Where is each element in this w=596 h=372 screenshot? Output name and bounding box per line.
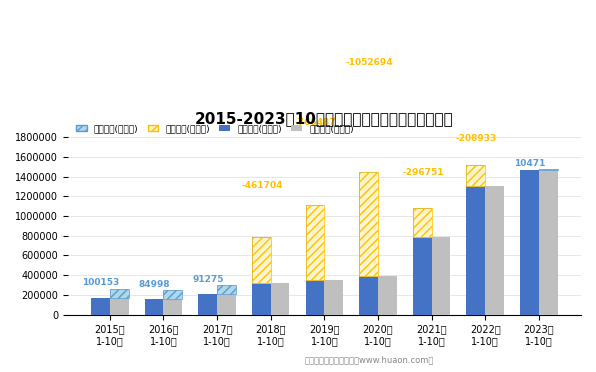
Bar	[271, 283, 290, 314]
Text: -766487: -766487	[294, 119, 336, 128]
Bar	[198, 294, 217, 314]
Text: 制图：华经产业研究院（www.huaon.com）: 制图：华经产业研究院（www.huaon.com）	[305, 356, 434, 365]
Text: 84998: 84998	[139, 280, 170, 289]
Bar	[252, 237, 271, 283]
Text: -461704: -461704	[241, 182, 283, 190]
Text: -208933: -208933	[456, 134, 497, 143]
Bar	[217, 285, 236, 314]
Bar	[217, 285, 236, 294]
Bar	[432, 237, 451, 314]
Bar	[413, 208, 432, 237]
Bar	[91, 298, 110, 314]
Text: 10471: 10471	[514, 159, 546, 168]
Text: -1052694: -1052694	[345, 58, 393, 67]
Bar	[378, 276, 397, 314]
Bar	[485, 186, 504, 314]
Legend: 贸易顺差(万美元), 贸易逆差(万美元), 进口总额(万美元), 出口总额(万美元): 贸易顺差(万美元), 贸易逆差(万美元), 进口总额(万美元), 出口总额(万美…	[72, 120, 357, 137]
Text: -296751: -296751	[402, 168, 443, 177]
Bar	[163, 291, 182, 314]
Bar	[306, 205, 324, 280]
Bar	[467, 166, 485, 314]
Bar	[359, 172, 378, 276]
Text: 100153: 100153	[82, 278, 120, 287]
Bar	[252, 237, 271, 314]
Bar	[359, 172, 378, 314]
Bar	[467, 166, 485, 186]
Title: 2015-2023年10月深圳前海综合保税区进出口差额: 2015-2023年10月深圳前海综合保税区进出口差额	[195, 111, 454, 126]
Text: 91275: 91275	[193, 275, 224, 284]
Bar	[520, 170, 539, 314]
Bar	[110, 289, 129, 298]
Bar	[110, 289, 129, 314]
Bar	[539, 170, 558, 314]
Bar	[539, 169, 558, 170]
Bar	[324, 280, 343, 314]
Bar	[163, 291, 182, 299]
Bar	[413, 208, 432, 314]
Bar	[145, 299, 163, 314]
Bar	[306, 205, 324, 314]
